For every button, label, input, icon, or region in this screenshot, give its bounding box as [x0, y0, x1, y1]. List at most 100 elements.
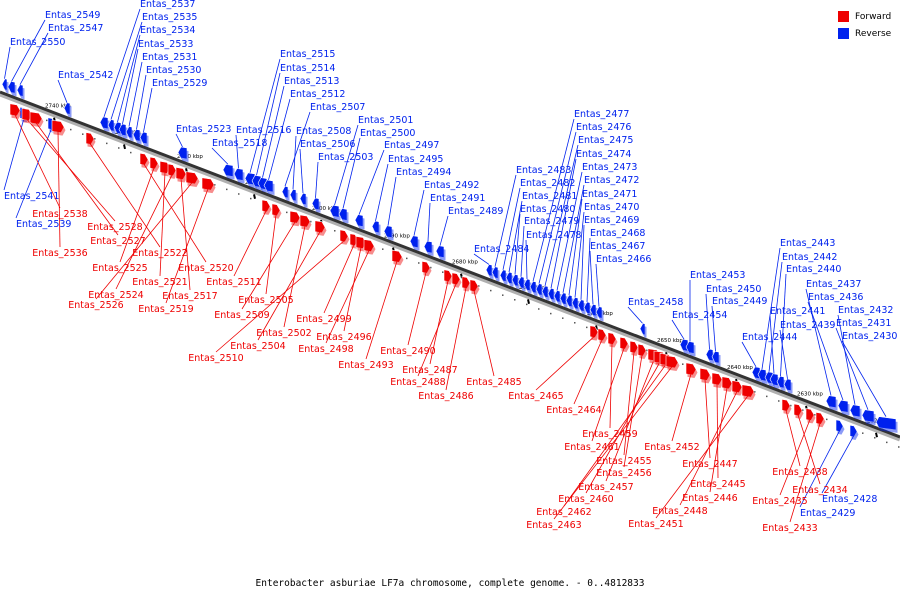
gene-leader	[538, 131, 577, 284]
gene-body	[371, 220, 380, 234]
gene-leader	[671, 319, 685, 340]
gene-shade	[573, 300, 580, 313]
gene-body	[535, 283, 543, 296]
gene-shade	[687, 365, 698, 379]
gene-reverse: Entas_2476	[535, 122, 631, 299]
gene-label: Entas_2522	[132, 248, 187, 259]
gene-label: Entas_2468	[590, 228, 645, 239]
gene-forward: Entas_2509	[214, 210, 302, 321]
gene-shade	[537, 286, 544, 299]
gene-leader	[494, 174, 517, 267]
gene-reverse: Entas_2480	[511, 204, 575, 290]
gene-shade	[667, 358, 680, 371]
gene-label: Entas_2550	[10, 37, 65, 48]
gene-label: Entas_2440	[786, 264, 841, 275]
gene-body	[783, 378, 792, 392]
gene-leader	[671, 373, 692, 442]
gene-leader	[711, 305, 716, 352]
minor-tick	[118, 147, 120, 149]
gene-leader	[821, 435, 854, 494]
gene-leader	[165, 188, 209, 304]
gene-shade	[179, 149, 189, 162]
gene-forward: Entas_2526	[68, 171, 200, 311]
minor-tick	[46, 119, 48, 122]
gene-leader	[284, 111, 311, 187]
gene-body	[637, 343, 647, 357]
gene-shade	[471, 282, 480, 295]
gene-body	[781, 398, 791, 412]
minor-tick	[502, 294, 504, 296]
minor-tick	[382, 248, 384, 250]
gene-body	[118, 123, 127, 137]
minor-tick	[526, 303, 528, 306]
gene-shade	[31, 114, 44, 128]
gene-shade	[827, 398, 838, 411]
gene-body	[7, 81, 16, 94]
gene-reverse: Entas_2512	[263, 89, 345, 195]
gene-label: Entas_2537	[140, 0, 195, 10]
axis-tick	[253, 194, 256, 199]
gene-body	[529, 280, 537, 294]
gene-body	[107, 119, 115, 132]
axis-tick	[527, 299, 530, 305]
minor-tick	[82, 133, 84, 135]
gene-body	[875, 416, 897, 431]
gene-reverse: Entas_2441	[769, 306, 825, 389]
gene-label: Entas_2492	[424, 180, 479, 191]
gene-leader	[807, 301, 844, 401]
gene-body	[139, 131, 148, 145]
gene-leader	[15, 128, 52, 219]
gene-leader	[805, 288, 832, 396]
gene-body	[491, 266, 499, 279]
gene-leader	[323, 244, 355, 314]
gene-label: Entas_2533	[138, 39, 193, 50]
gene-reverse: Entas_2474	[547, 149, 631, 303]
gene-leader	[427, 202, 431, 242]
gene-leader	[508, 200, 523, 273]
gene-leader	[175, 133, 183, 148]
gene-reverse: Entas_2471	[565, 189, 637, 310]
gene-leader	[35, 122, 119, 236]
gene-leader	[439, 215, 449, 246]
gene-shade	[301, 196, 308, 208]
gene-leader	[562, 184, 585, 293]
gene-forward: Entas_2455	[596, 340, 652, 467]
gene-leader	[233, 210, 267, 277]
axis-tick	[595, 325, 598, 331]
gene-label: Entas_2462	[536, 507, 591, 518]
gene-label: Entas_2437	[806, 279, 861, 290]
minor-tick	[874, 437, 876, 439]
gene-reverse: Entas_2484	[473, 244, 529, 280]
gene-shade	[597, 309, 604, 322]
gene-reverse: Entas_2500	[338, 128, 415, 224]
gene-leader	[95, 182, 193, 300]
gene-body	[421, 260, 431, 274]
gene-shade	[493, 269, 500, 282]
gene-leader	[623, 355, 643, 468]
minor-tick	[682, 363, 684, 365]
gene-body	[711, 350, 720, 364]
gene-body	[849, 424, 858, 438]
gene-reverse: Entas_2501	[329, 115, 413, 221]
minor-tick	[586, 326, 588, 329]
gene-label: Entas_2452	[644, 442, 699, 453]
gene-forward: Entas_2485	[466, 279, 522, 388]
gene-body	[263, 179, 274, 193]
gene-forward: Entas_2452	[644, 362, 700, 453]
gene-reverse: Entas_2495	[371, 154, 443, 236]
gene-label: Entas_2484	[474, 244, 529, 255]
gene-label: Entas_2518	[212, 138, 267, 149]
gene-leader	[342, 137, 361, 209]
gene-shade	[795, 406, 804, 419]
gene-reverse: Entas_2535	[107, 12, 197, 135]
gene-body	[201, 177, 215, 191]
gene-forward: Entas_2456	[596, 343, 652, 479]
gene-leader	[563, 364, 667, 507]
gene-label: Entas_2479	[524, 216, 579, 227]
gene-leader	[262, 85, 285, 178]
gene-label: Entas_2505	[238, 295, 293, 306]
gene-reverse: Entas_2467	[589, 241, 645, 320]
gene-reverse: Entas_2516	[233, 125, 291, 184]
gene-leader	[525, 239, 528, 280]
gene-reverse: Entas_2518	[211, 138, 267, 180]
